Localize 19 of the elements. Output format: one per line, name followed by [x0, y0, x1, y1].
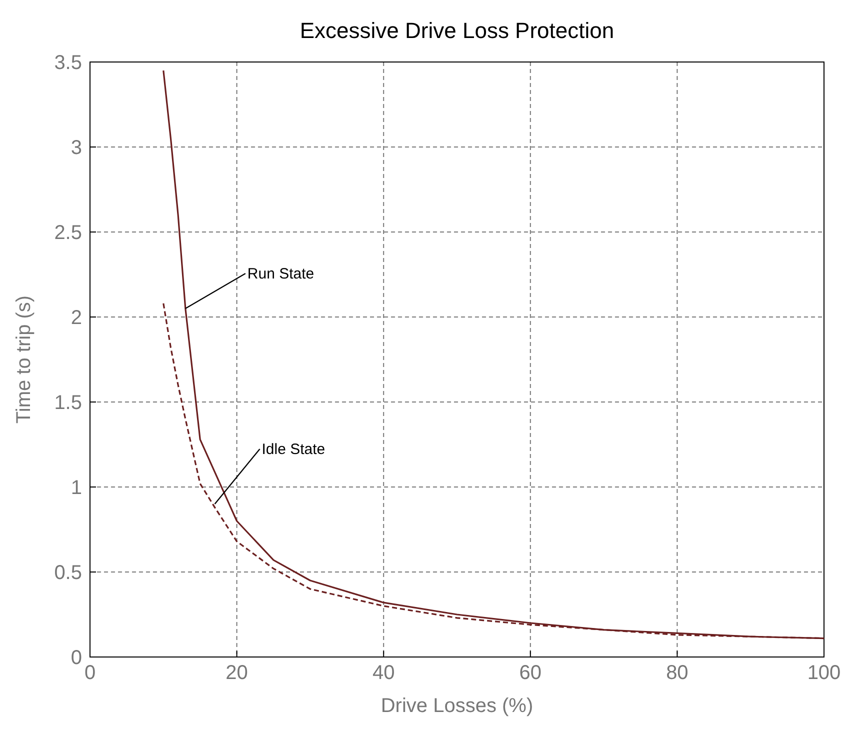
y-tick-label: 1.5	[54, 392, 82, 414]
x-tick-label: 40	[372, 662, 395, 684]
y-tick-label: 0	[70, 647, 82, 669]
x-tick-label: 80	[666, 662, 688, 684]
x-tick-label: 0	[84, 662, 96, 684]
x-axis-title: Drive Losses (%)	[380, 695, 534, 717]
y-tick-label: 3.5	[54, 52, 82, 74]
chart-title: Excessive Drive Loss Protection	[300, 18, 614, 43]
x-tick-label: 20	[226, 662, 248, 684]
y-tick-label: 2	[70, 307, 82, 329]
x-tick-label: 100	[807, 662, 841, 684]
annotation: Idle State	[262, 441, 326, 458]
x-tick-label: 60	[519, 662, 542, 684]
y-tick-label: 2.5	[54, 222, 82, 244]
y-tick-label: 0.5	[54, 562, 82, 584]
y-tick-label: 1	[70, 477, 82, 499]
y-axis-title: Time to trip (s)	[13, 295, 35, 424]
y-tick-label: 3	[70, 137, 82, 159]
annotation: Run State	[247, 266, 314, 282]
